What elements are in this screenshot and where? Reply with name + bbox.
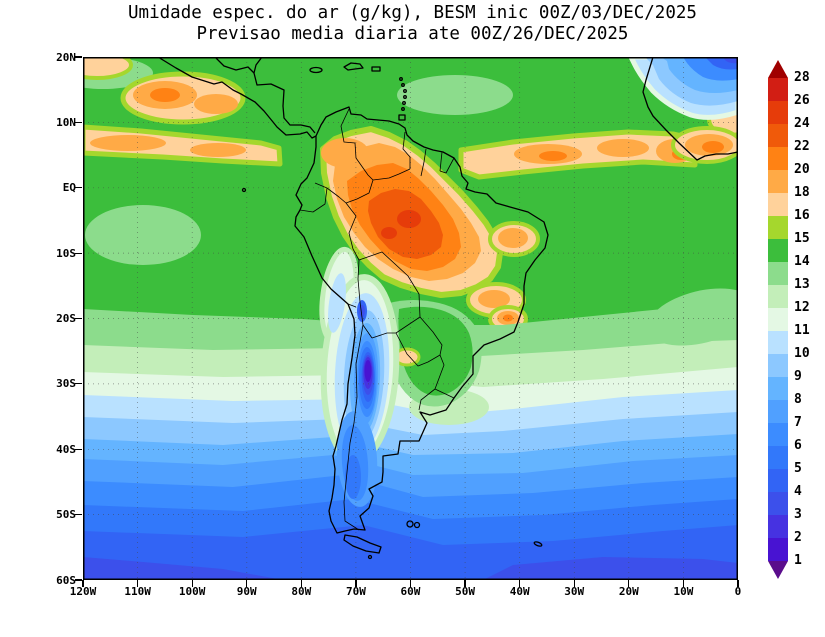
lon-tick-mark: [464, 580, 466, 587]
colorbar: 28 26 24 22 20 18 16 15 14 13 12 11 10 9 8 7 6 5 4 3 2 1: [768, 59, 825, 584]
colorbar-segment: [768, 216, 788, 239]
colorbar-tick-label: 14: [794, 254, 810, 269]
lon-tick-label: 60W: [400, 585, 421, 598]
lat-tick-mark: [75, 317, 82, 320]
lon-tick-mark: [136, 580, 139, 587]
colorbar-tick-label: 16: [794, 208, 810, 223]
colorbar-tick-label: 28: [794, 70, 810, 85]
colorbar-tick-label: 1: [794, 553, 802, 568]
map-frame: [83, 57, 738, 580]
chart-title-line2: Previsao media diaria ate 00Z/26/DEC/202…: [196, 24, 629, 44]
colorbar-tick-label: 18: [794, 185, 810, 200]
colorbar-segment: [768, 285, 788, 308]
colorbar-segment: [768, 262, 788, 285]
colorbar-tick-label: 11: [794, 323, 810, 338]
coastlines: [157, 57, 738, 560]
colorbar-segment: [768, 377, 788, 400]
lat-tick-label: 60S: [56, 573, 76, 587]
graticule: [83, 57, 738, 580]
lon-tick-label: 70W: [345, 585, 366, 598]
lon-tick-label: 0: [734, 585, 742, 598]
colorbar-tick-label: 15: [794, 231, 810, 246]
lon-tick-mark: [246, 580, 248, 587]
colorbar-tick-label: 20: [794, 162, 810, 177]
lon-tick-mark: [409, 580, 412, 587]
lon-tick-mark: [355, 580, 357, 587]
colorbar-tick-label: 24: [794, 116, 810, 131]
colorbar-segment: [768, 492, 788, 515]
humidity-contour-map: [83, 57, 738, 580]
lon-tick-label: 30W: [564, 585, 585, 598]
colorbar-tick-label: 22: [794, 139, 810, 154]
lat-tick-label: 50S: [56, 508, 76, 522]
colorbar-segment: [768, 78, 788, 101]
colorbar-segment: [768, 469, 788, 492]
country-borders: [299, 108, 455, 531]
lat-tick-label: 30S: [56, 377, 76, 391]
lat-tick-mark: [75, 579, 82, 581]
colorbar-segment: [768, 446, 788, 469]
lat-tick-mark: [75, 252, 82, 254]
colorbar-tick-label: 7: [794, 415, 802, 430]
colorbar-segment: [768, 400, 788, 423]
lon-tick-mark: [737, 580, 739, 587]
lat-tick-mark: [75, 448, 82, 450]
colorbar-tick-label: 2: [794, 530, 802, 545]
lon-tick-mark: [82, 580, 84, 587]
lon-tick-mark: [300, 580, 302, 587]
lat-tick-mark: [75, 514, 82, 516]
colorbar-segment: [768, 147, 788, 170]
colorbar-segment: [768, 423, 788, 446]
colorbar-tick-label: 6: [794, 438, 802, 453]
lat-tick-label: EQ: [62, 181, 76, 195]
lat-tick-mark: [75, 121, 82, 123]
colorbar-segment: [768, 193, 788, 216]
lon-tick-mark: [628, 580, 630, 587]
colorbar-tick-label: 26: [794, 93, 810, 108]
lon-tick-mark: [573, 580, 575, 587]
colorbar-segment: [768, 239, 788, 262]
lat-tick-mark: [75, 187, 82, 189]
lat-tick-label: 20S: [56, 312, 76, 325]
colorbar-tick-label: 13: [794, 277, 810, 292]
lon-tick-mark: [191, 580, 193, 587]
colorbar-tick-label: 10: [794, 346, 810, 361]
lon-tick-label: 80W: [291, 585, 312, 598]
lon-tick-mark: [682, 580, 684, 587]
colorbar-tick-label: 3: [794, 507, 802, 522]
lon-tick-mark: [519, 580, 521, 587]
colorbar-tick-label: 8: [794, 392, 802, 407]
lon-tick-label: 120W: [69, 585, 97, 598]
lon-tick-label: 40W: [509, 585, 530, 598]
lon-tick-label: 10W: [673, 585, 694, 598]
colorbar-segment: [768, 170, 788, 193]
colorbar-arrow-down: [768, 561, 788, 579]
colorbar-arrow-up: [768, 60, 788, 78]
lat-tick-mark: [75, 56, 82, 58]
lon-tick-label: 90W: [236, 585, 257, 598]
colorbar-tick-label: 9: [794, 369, 802, 384]
lon-tick-label: 100W: [178, 585, 206, 598]
colorbar-tick-label: 5: [794, 461, 802, 476]
lon-tick-label: 110W: [124, 585, 151, 598]
lat-tick-label: 40S: [56, 442, 76, 456]
lat-tick-label: 10N: [56, 115, 76, 129]
lat-tick-label: 10S: [56, 246, 76, 260]
contour-field: [83, 57, 738, 580]
chart-title-line1: Umidade espec. do ar (g/kg), BESM inic 0…: [128, 3, 697, 23]
colorbar-segment: [768, 515, 788, 538]
colorbar-segment: [768, 354, 788, 377]
lon-tick-label: 20W: [618, 585, 639, 598]
colorbar-tick-label: 12: [794, 300, 810, 315]
lat-tick-mark: [75, 383, 82, 385]
colorbar-segment: [768, 101, 788, 124]
lon-tick-label: 50W: [455, 585, 476, 598]
colorbar-tick-label: 4: [794, 484, 802, 499]
colorbar-segment: [768, 308, 788, 331]
colorbar-segment: [768, 538, 788, 561]
colorbar-segment: [768, 331, 788, 354]
lat-tick-label: 20N: [56, 50, 76, 64]
colorbar-segment: [768, 124, 788, 147]
